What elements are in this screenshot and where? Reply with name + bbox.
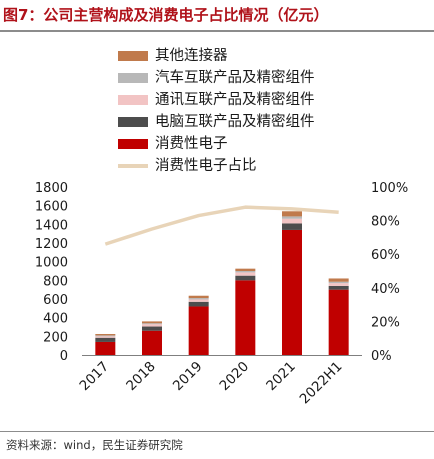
y-left-tick-label: 1000 [35, 256, 68, 271]
bar-segment [188, 306, 209, 355]
legend-label: 通讯互联产品及精密组件 [155, 92, 315, 108]
bar-segment [282, 216, 302, 219]
bar-segment [328, 278, 349, 282]
bar-segment [328, 289, 349, 355]
x-tick-label: 2020 [217, 359, 253, 395]
bar-segment [188, 295, 209, 299]
source-note: 资料来源：wind，民生证券研究院 [6, 438, 183, 452]
x-tick-label: 2018 [123, 359, 159, 395]
bar-segment [188, 299, 209, 302]
bar-segment [142, 321, 162, 324]
legend-item: 消费性电子 [118, 133, 418, 155]
bar-segment [328, 283, 349, 286]
bar-segment [328, 285, 349, 290]
legend-swatch [118, 51, 148, 61]
x-tick-label: 2019 [170, 359, 206, 395]
bar-segment [95, 336, 116, 338]
y-right-tick-label: 100% [371, 181, 408, 196]
bar-segment [235, 272, 256, 276]
bar-segment [95, 335, 116, 337]
y-right-tick-label: 0% [371, 349, 392, 364]
bar-segment [95, 337, 116, 342]
legend-swatch [118, 117, 148, 127]
bar-segment [282, 211, 302, 217]
chart-plot: 0 200 400 600 800 1000 1200 1400 1600 1800 0% 20% 40… [35, 181, 408, 408]
x-tick-label: 2017 [77, 359, 113, 395]
bar-segment [142, 330, 162, 355]
legend-swatch [118, 73, 148, 83]
legend-item: 其他连接器 [118, 45, 418, 67]
legend-line-swatch [118, 164, 148, 168]
y-left-tick-label: 200 [43, 330, 68, 345]
y-left-tick-label: 0 [60, 349, 68, 364]
legend-swatch [118, 139, 148, 149]
bar-segment [328, 281, 349, 284]
y-right-tick-label: 40% [371, 282, 400, 297]
y-left-tick-label: 1400 [35, 218, 68, 233]
bar-segment [282, 223, 302, 230]
y-right-tick-label: 80% [371, 215, 400, 230]
legend-label: 汽车互联产品及精密组件 [155, 70, 315, 86]
bar-segment [235, 275, 256, 281]
legend-item: 电脑互联产品及精密组件 [118, 111, 418, 133]
y-left-tick-label: 800 [43, 274, 68, 289]
y-right-tick-label: 20% [371, 315, 400, 330]
title-divider [0, 30, 434, 32]
legend-label: 消费性电子占比 [155, 158, 257, 174]
bar-segment [142, 324, 162, 327]
legend-item: 通讯互联产品及精密组件 [118, 89, 418, 111]
bar-segment [282, 229, 302, 355]
bar-segment [235, 280, 256, 355]
share-line [104, 205, 339, 246]
y-left-tick-label: 1600 [35, 200, 68, 215]
y-right-tick-label: 60% [371, 248, 400, 263]
bar-segment [95, 341, 116, 355]
bar-segment [142, 323, 162, 325]
bar-segment [142, 326, 162, 331]
bar-segment [235, 271, 256, 273]
legend-label: 其他连接器 [155, 48, 228, 64]
y-left-tick-label: 400 [43, 312, 68, 327]
y-left-tick-label: 1800 [35, 181, 68, 196]
legend-swatch [118, 95, 148, 105]
y-left-tick-label: 600 [43, 293, 68, 308]
legend-item: 汽车互联产品及精密组件 [118, 67, 418, 89]
legend: 其他连接器汽车互联产品及精密组件 通讯互联产品及精密组件 电脑互联产品及精密组件 消费… [118, 45, 418, 177]
x-tick-label: 2021 [263, 359, 299, 395]
legend-label: 消费性电子 [155, 136, 228, 152]
chart-title: 图7：公司主营构成及消费电子占比情况（亿元） [3, 6, 329, 24]
x-tick-label: 2022H1 [297, 359, 346, 408]
bar-segment [188, 301, 209, 307]
bar-segment [188, 298, 209, 300]
legend-item: 消费性电子占比 [118, 155, 418, 177]
bar-segment [282, 218, 302, 224]
bar-segment [235, 268, 256, 271]
source-divider [0, 431, 434, 432]
legend-label: 电脑互联产品及精密组件 [155, 114, 315, 130]
bar-segment [95, 334, 116, 336]
y-left-tick-label: 1200 [35, 237, 68, 252]
